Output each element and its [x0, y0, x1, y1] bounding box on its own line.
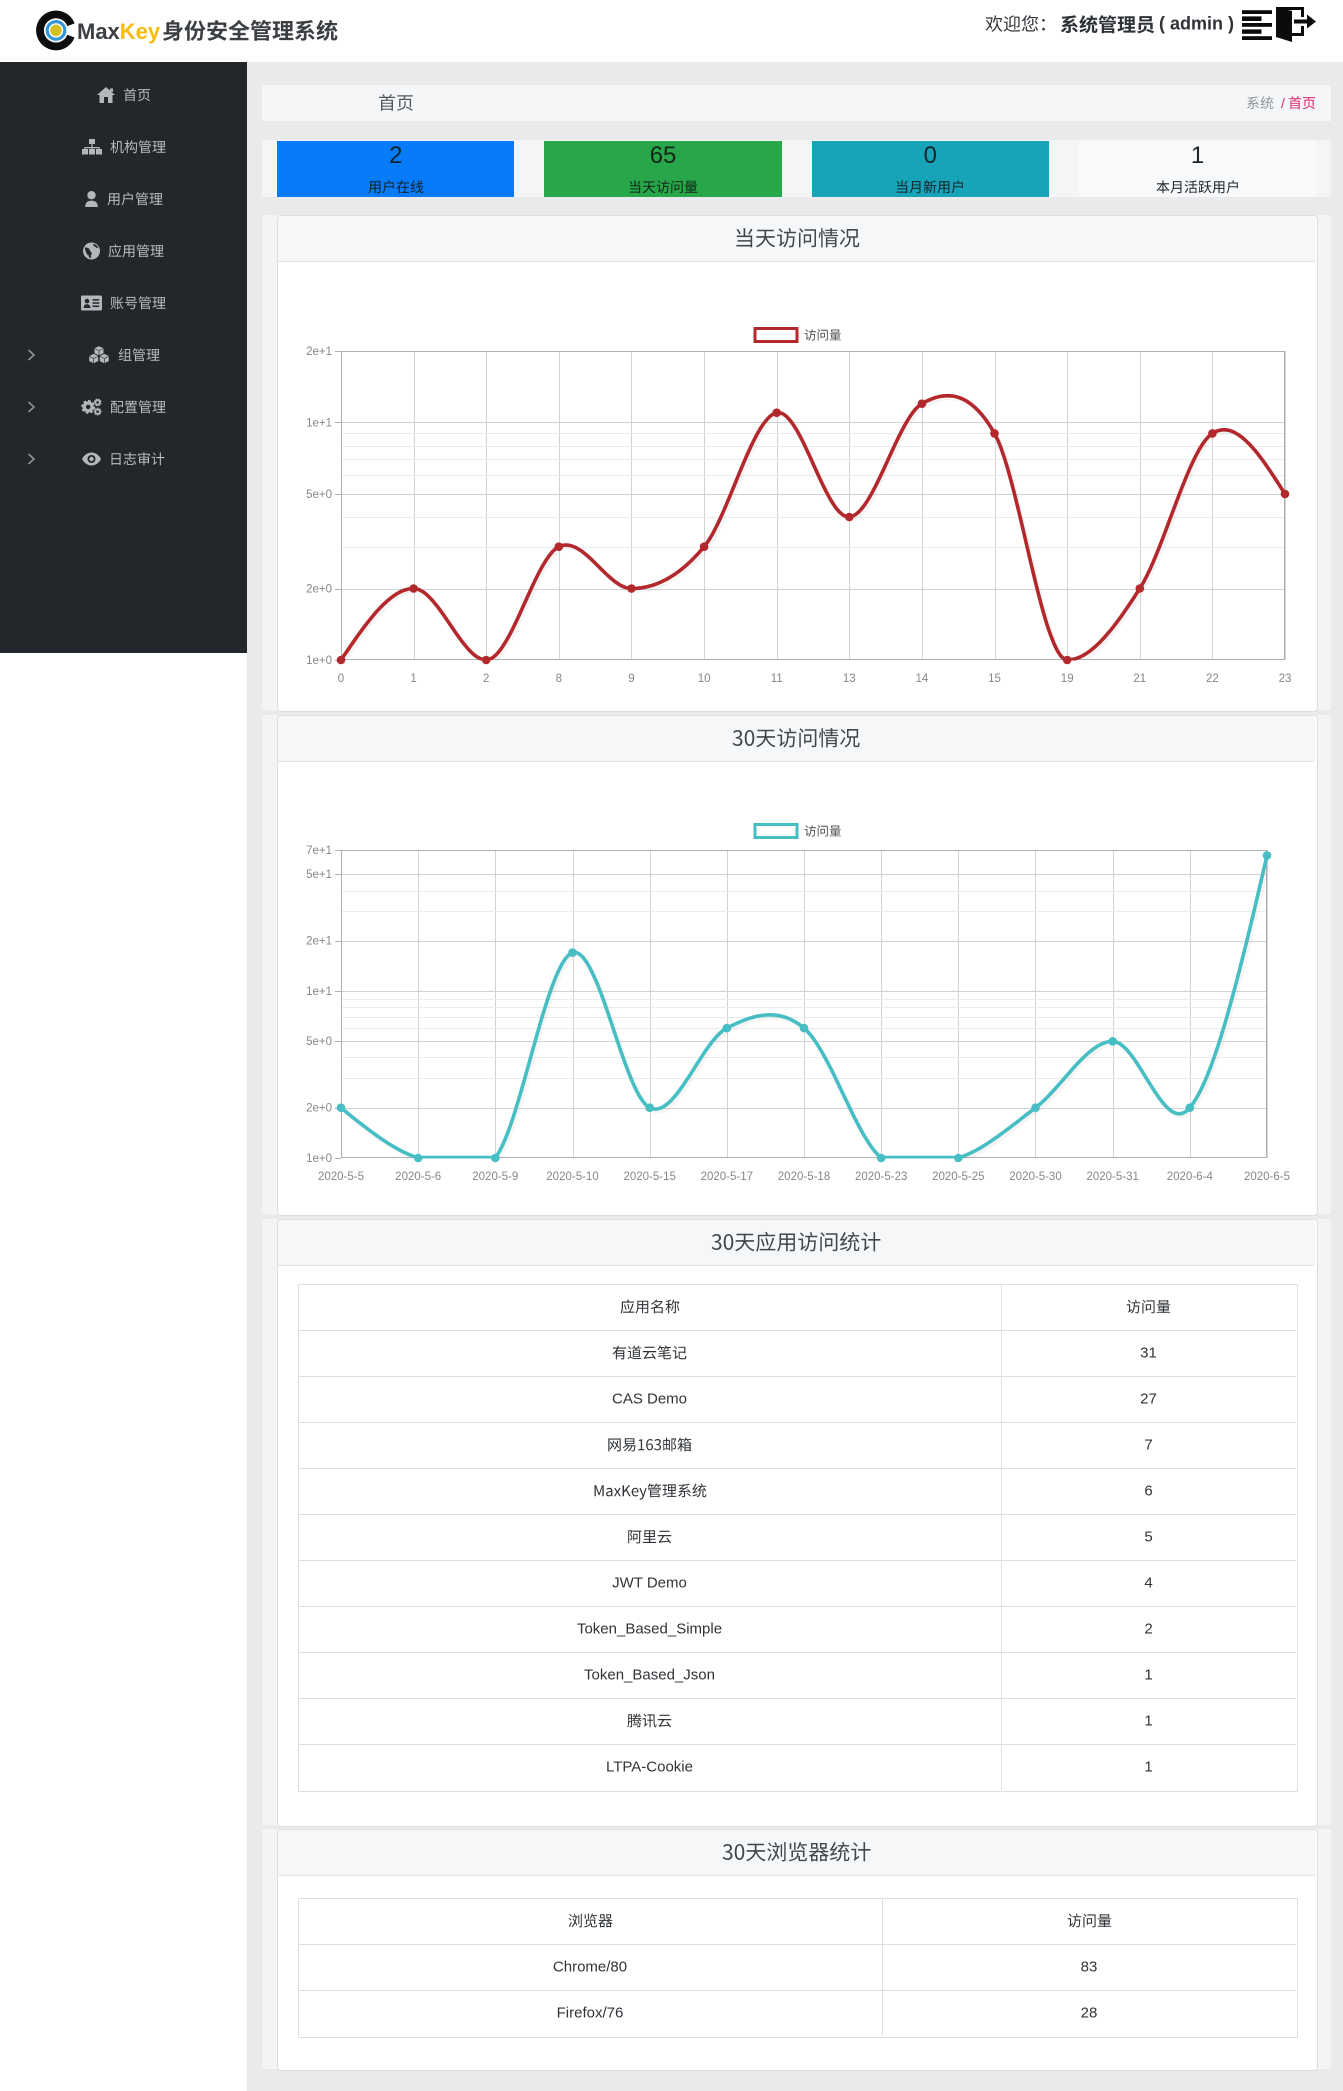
svg-text:2: 2: [483, 673, 489, 685]
svg-text:1e+1: 1e+1: [306, 417, 332, 429]
svg-text:5e+1: 5e+1: [306, 869, 332, 881]
svg-text:1e+1: 1e+1: [306, 986, 332, 998]
svg-text:2020-5-25: 2020-5-25: [932, 1171, 984, 1183]
svg-text:7e+1: 7e+1: [306, 845, 332, 857]
svg-text:2020-5-10: 2020-5-10: [546, 1171, 598, 1183]
svg-text:9: 9: [628, 673, 634, 685]
svg-text:2020-5-31: 2020-5-31: [1086, 1171, 1138, 1183]
svg-text:1: 1: [410, 673, 416, 685]
svg-text:19: 19: [1061, 673, 1074, 685]
svg-text:22: 22: [1206, 673, 1219, 685]
svg-text:2020-5-15: 2020-5-15: [623, 1171, 675, 1183]
svg-text:2020-6-4: 2020-6-4: [1167, 1171, 1214, 1183]
svg-text:2020-6-5: 2020-6-5: [1244, 1171, 1290, 1183]
svg-text:8: 8: [556, 673, 562, 685]
svg-text:2020-5-30: 2020-5-30: [1009, 1171, 1061, 1183]
svg-text:1e+0: 1e+0: [306, 1153, 332, 1165]
svg-text:2020-5-9: 2020-5-9: [472, 1171, 518, 1183]
svg-text:2020-5-5: 2020-5-5: [318, 1171, 364, 1183]
svg-text:5e+0: 5e+0: [306, 1036, 332, 1048]
svg-text:1e+0: 1e+0: [306, 655, 332, 667]
svg-text:2020-5-18: 2020-5-18: [778, 1171, 830, 1183]
svg-text:23: 23: [1279, 673, 1292, 685]
svg-text:2020-5-6: 2020-5-6: [395, 1171, 441, 1183]
svg-text:21: 21: [1133, 673, 1146, 685]
svg-text:2020-5-23: 2020-5-23: [855, 1171, 907, 1183]
svg-text:14: 14: [916, 673, 929, 685]
svg-text:2020-5-17: 2020-5-17: [701, 1171, 753, 1183]
svg-text:5e+0: 5e+0: [306, 489, 332, 501]
svg-text:2e+0: 2e+0: [306, 583, 332, 595]
svg-text:0: 0: [338, 673, 344, 685]
svg-text:2e+1: 2e+1: [306, 346, 332, 358]
svg-text:10: 10: [698, 673, 711, 685]
svg-text:15: 15: [988, 673, 1001, 685]
svg-text:11: 11: [771, 673, 783, 685]
svg-text:2e+1: 2e+1: [306, 936, 332, 948]
svg-text:2e+0: 2e+0: [306, 1103, 332, 1115]
svg-text:13: 13: [843, 673, 856, 685]
